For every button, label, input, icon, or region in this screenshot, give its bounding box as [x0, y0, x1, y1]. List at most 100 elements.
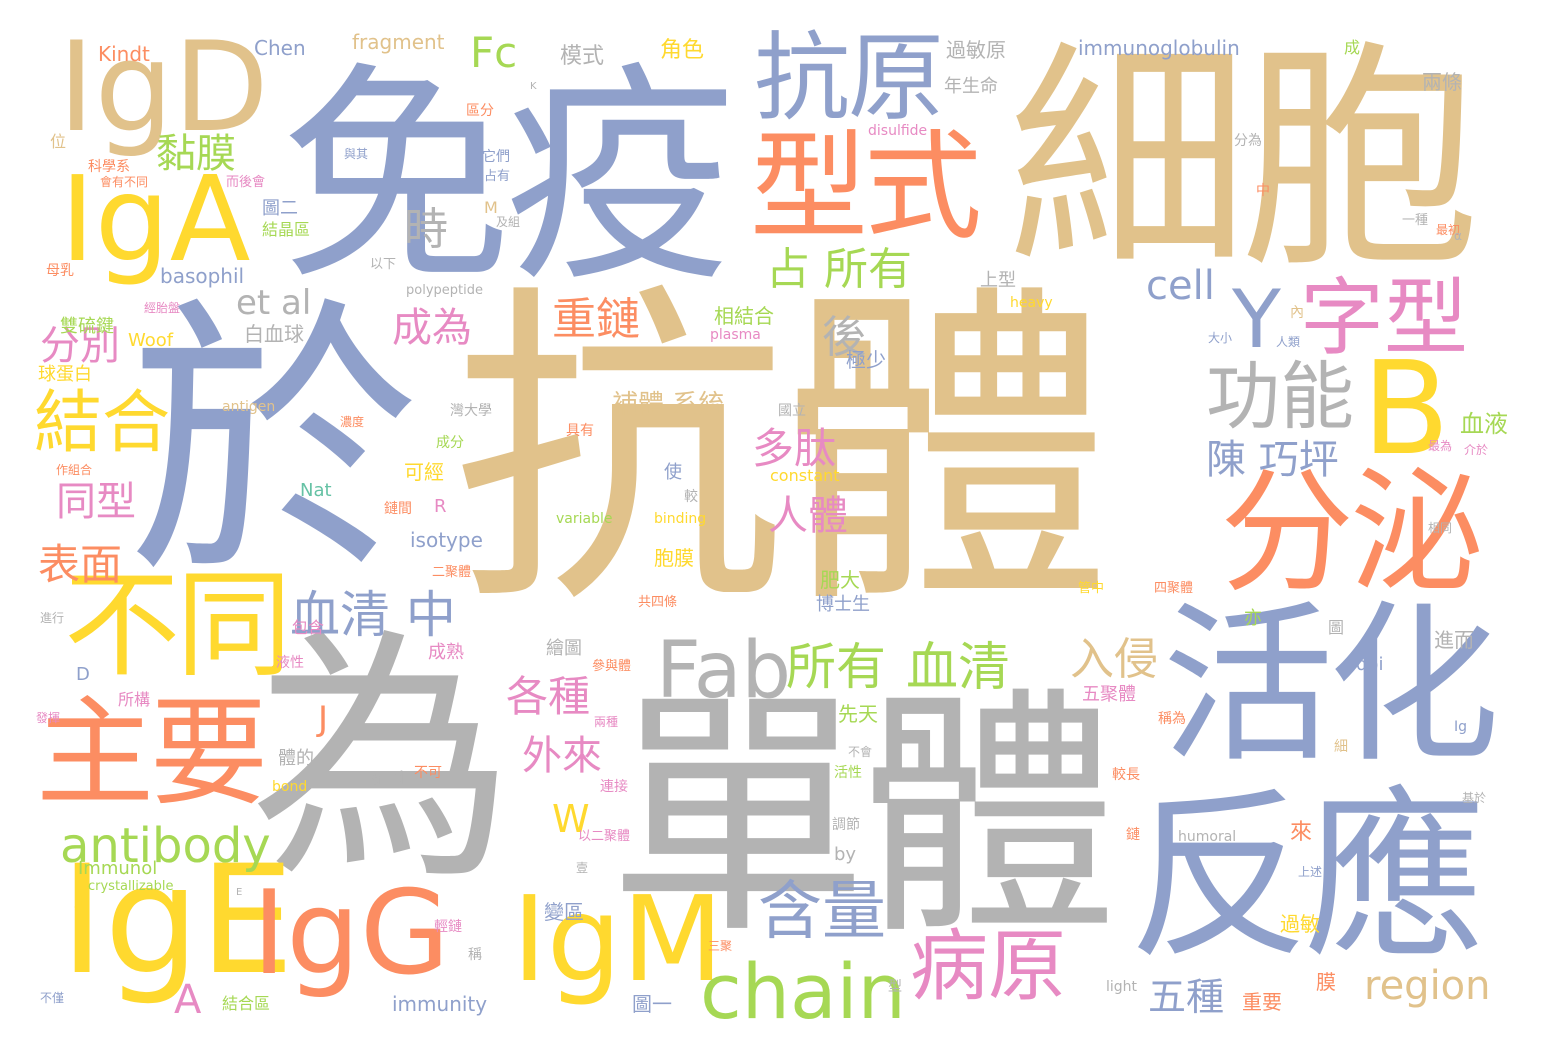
word-xue-qing: 血清: [906, 638, 1011, 698]
word-bu-ke: 不可: [414, 765, 442, 781]
word-cheng-wei-b: 稱為: [1158, 711, 1186, 727]
word-xing-shi: 型式: [750, 118, 982, 256]
word-nei: 內: [1290, 305, 1304, 321]
word-han-liang: 含量: [758, 875, 886, 949]
word-b: B: [1362, 335, 1450, 484]
word-chain: chain: [700, 947, 906, 1036]
word-nong-du: 濃度: [340, 415, 365, 429]
word-yi: 亦: [1244, 608, 1262, 629]
word-a: A: [174, 977, 202, 1023]
word-jiao-se: 角色: [660, 38, 705, 63]
word-jie-yu: 介於: [1464, 443, 1489, 457]
word-zuo-zu-he: 作組合: [56, 463, 93, 477]
word-liang-zhong: 兩種: [594, 715, 619, 729]
word-xiang-jie-he: 相結合: [714, 304, 774, 328]
word-fc: Fc: [470, 28, 518, 77]
word-mian-yi: 免疫: [280, 43, 736, 313]
word-ru-qin: 入侵: [1070, 634, 1158, 685]
word-guo-li: 國立: [778, 403, 806, 419]
word-bond: bond: [272, 779, 308, 795]
word-duo-tai: 多肽: [752, 424, 837, 473]
word-nian-mo: 黏膜: [156, 131, 236, 177]
word-shang: 上: [74, 895, 88, 911]
word-kang-yuan: 抗原: [754, 22, 944, 134]
word-zui-chu: 最初: [1436, 223, 1461, 237]
word-shuang-liu-jian: 雙硫鍵: [60, 316, 114, 337]
word-d: D: [76, 664, 90, 685]
word-liang-tiao: 兩條: [1422, 70, 1462, 94]
word-can-yu-ti: 參與體: [592, 659, 632, 674]
word-bu-hui: 不會: [848, 745, 873, 759]
word-jiao: 較: [684, 489, 698, 505]
word-mo: 膜: [1316, 970, 1336, 994]
word-tu: 圖: [1328, 618, 1345, 637]
word-r: R: [434, 496, 447, 517]
word-ren-lei: 人類: [1276, 335, 1301, 349]
word-zi-xing: 字型: [1300, 269, 1469, 367]
word-jing-tai-pan: 經胎盤: [144, 301, 181, 315]
word-shi-use: 使: [664, 462, 682, 483]
word-e-small: E: [236, 887, 243, 898]
word-light: light: [1106, 979, 1138, 995]
word-wei: 為: [250, 608, 514, 915]
word-zhong-yao: 重要: [1242, 990, 1282, 1014]
word-yu: 於: [128, 274, 420, 614]
word-igm: IgM: [512, 870, 724, 1008]
word-k: K: [530, 81, 537, 92]
word-biao-mian: 表面: [38, 540, 123, 589]
word-ke-xue-xi: 科學系: [88, 159, 130, 175]
word-ji-zu: 及組: [496, 215, 521, 229]
word-tu-er: 圖二: [262, 198, 298, 219]
word-fei-da: 肥大: [820, 568, 860, 592]
word-wu-zhong: 五種: [1148, 975, 1225, 1019]
word-bing-yuan: 病原: [910, 922, 1067, 1012]
word-yi-er-ju-ti: 以二聚體: [578, 829, 631, 844]
word-bao-han: 包含: [292, 618, 325, 637]
word-cell: cell: [1146, 263, 1215, 309]
word-fen-mi: 分泌: [1220, 455, 1484, 611]
word-si-ju-ti: 四聚體: [1154, 581, 1194, 596]
word-ye-xing: 液性: [276, 655, 304, 671]
word-jie-he: 結合: [34, 384, 171, 463]
word-gong-neng: 功能: [1206, 354, 1354, 440]
word-lian-small: 鏈: [1126, 827, 1140, 843]
word-ju-you: 具有: [566, 423, 594, 439]
word-gong-si-tiao: 共四條: [638, 595, 678, 610]
word-jin-xing: 進行: [40, 611, 65, 625]
word-polypeptide: polypeptide: [406, 283, 483, 298]
word-chen: Chen: [254, 36, 306, 60]
word-yi-zhong: 一種: [1402, 213, 1429, 228]
word-w: W: [552, 797, 590, 841]
word-lian-jie: 連接: [600, 779, 628, 795]
word-er-ju-ti: 二聚體: [432, 565, 472, 580]
word-chen-qiao-ping: 陳 巧坪: [1206, 437, 1339, 483]
word-xue-qing-zhong: 血清 中: [290, 586, 456, 644]
word-yu-qi: 與其: [344, 147, 369, 161]
word-zhan-you: 占有: [484, 169, 511, 184]
word-doi: doi: [1356, 654, 1384, 675]
word-da-xiao: 大小: [1208, 331, 1233, 345]
word-constant: constant: [770, 466, 840, 485]
word-wei-position: 位: [50, 132, 67, 151]
word-ji-shao: 極少: [846, 348, 886, 372]
word-cheng-fen: 成分: [436, 435, 464, 451]
word-san-ju: 三聚: [708, 939, 733, 953]
word-igd: IgD: [58, 16, 269, 160]
word-disulfide: disulfide: [868, 123, 928, 139]
word-ke-jing: 可經: [404, 460, 444, 484]
word-zhan-suo-you: 占 所有: [766, 244, 912, 295]
word-and: and: [370, 768, 404, 789]
word-xing: 型: [888, 979, 902, 995]
word-antigen: antigen: [222, 399, 276, 415]
word-er-hou-hui: 而後會: [226, 175, 266, 190]
word-qing-lian: 輕鏈: [434, 919, 462, 935]
word-ige: IgE: [60, 834, 295, 1008]
word-bao-mo: 胞膜: [654, 546, 694, 570]
word-igg: IgG: [252, 866, 450, 1001]
word-suo-gou: 所構: [118, 690, 151, 709]
word-bu-ti-xi-tong: 補體 系統: [612, 390, 725, 420]
word-shang-xing: 上型: [980, 270, 1016, 291]
word-immunity: immunity: [392, 992, 488, 1016]
word-binding: binding: [654, 511, 707, 527]
